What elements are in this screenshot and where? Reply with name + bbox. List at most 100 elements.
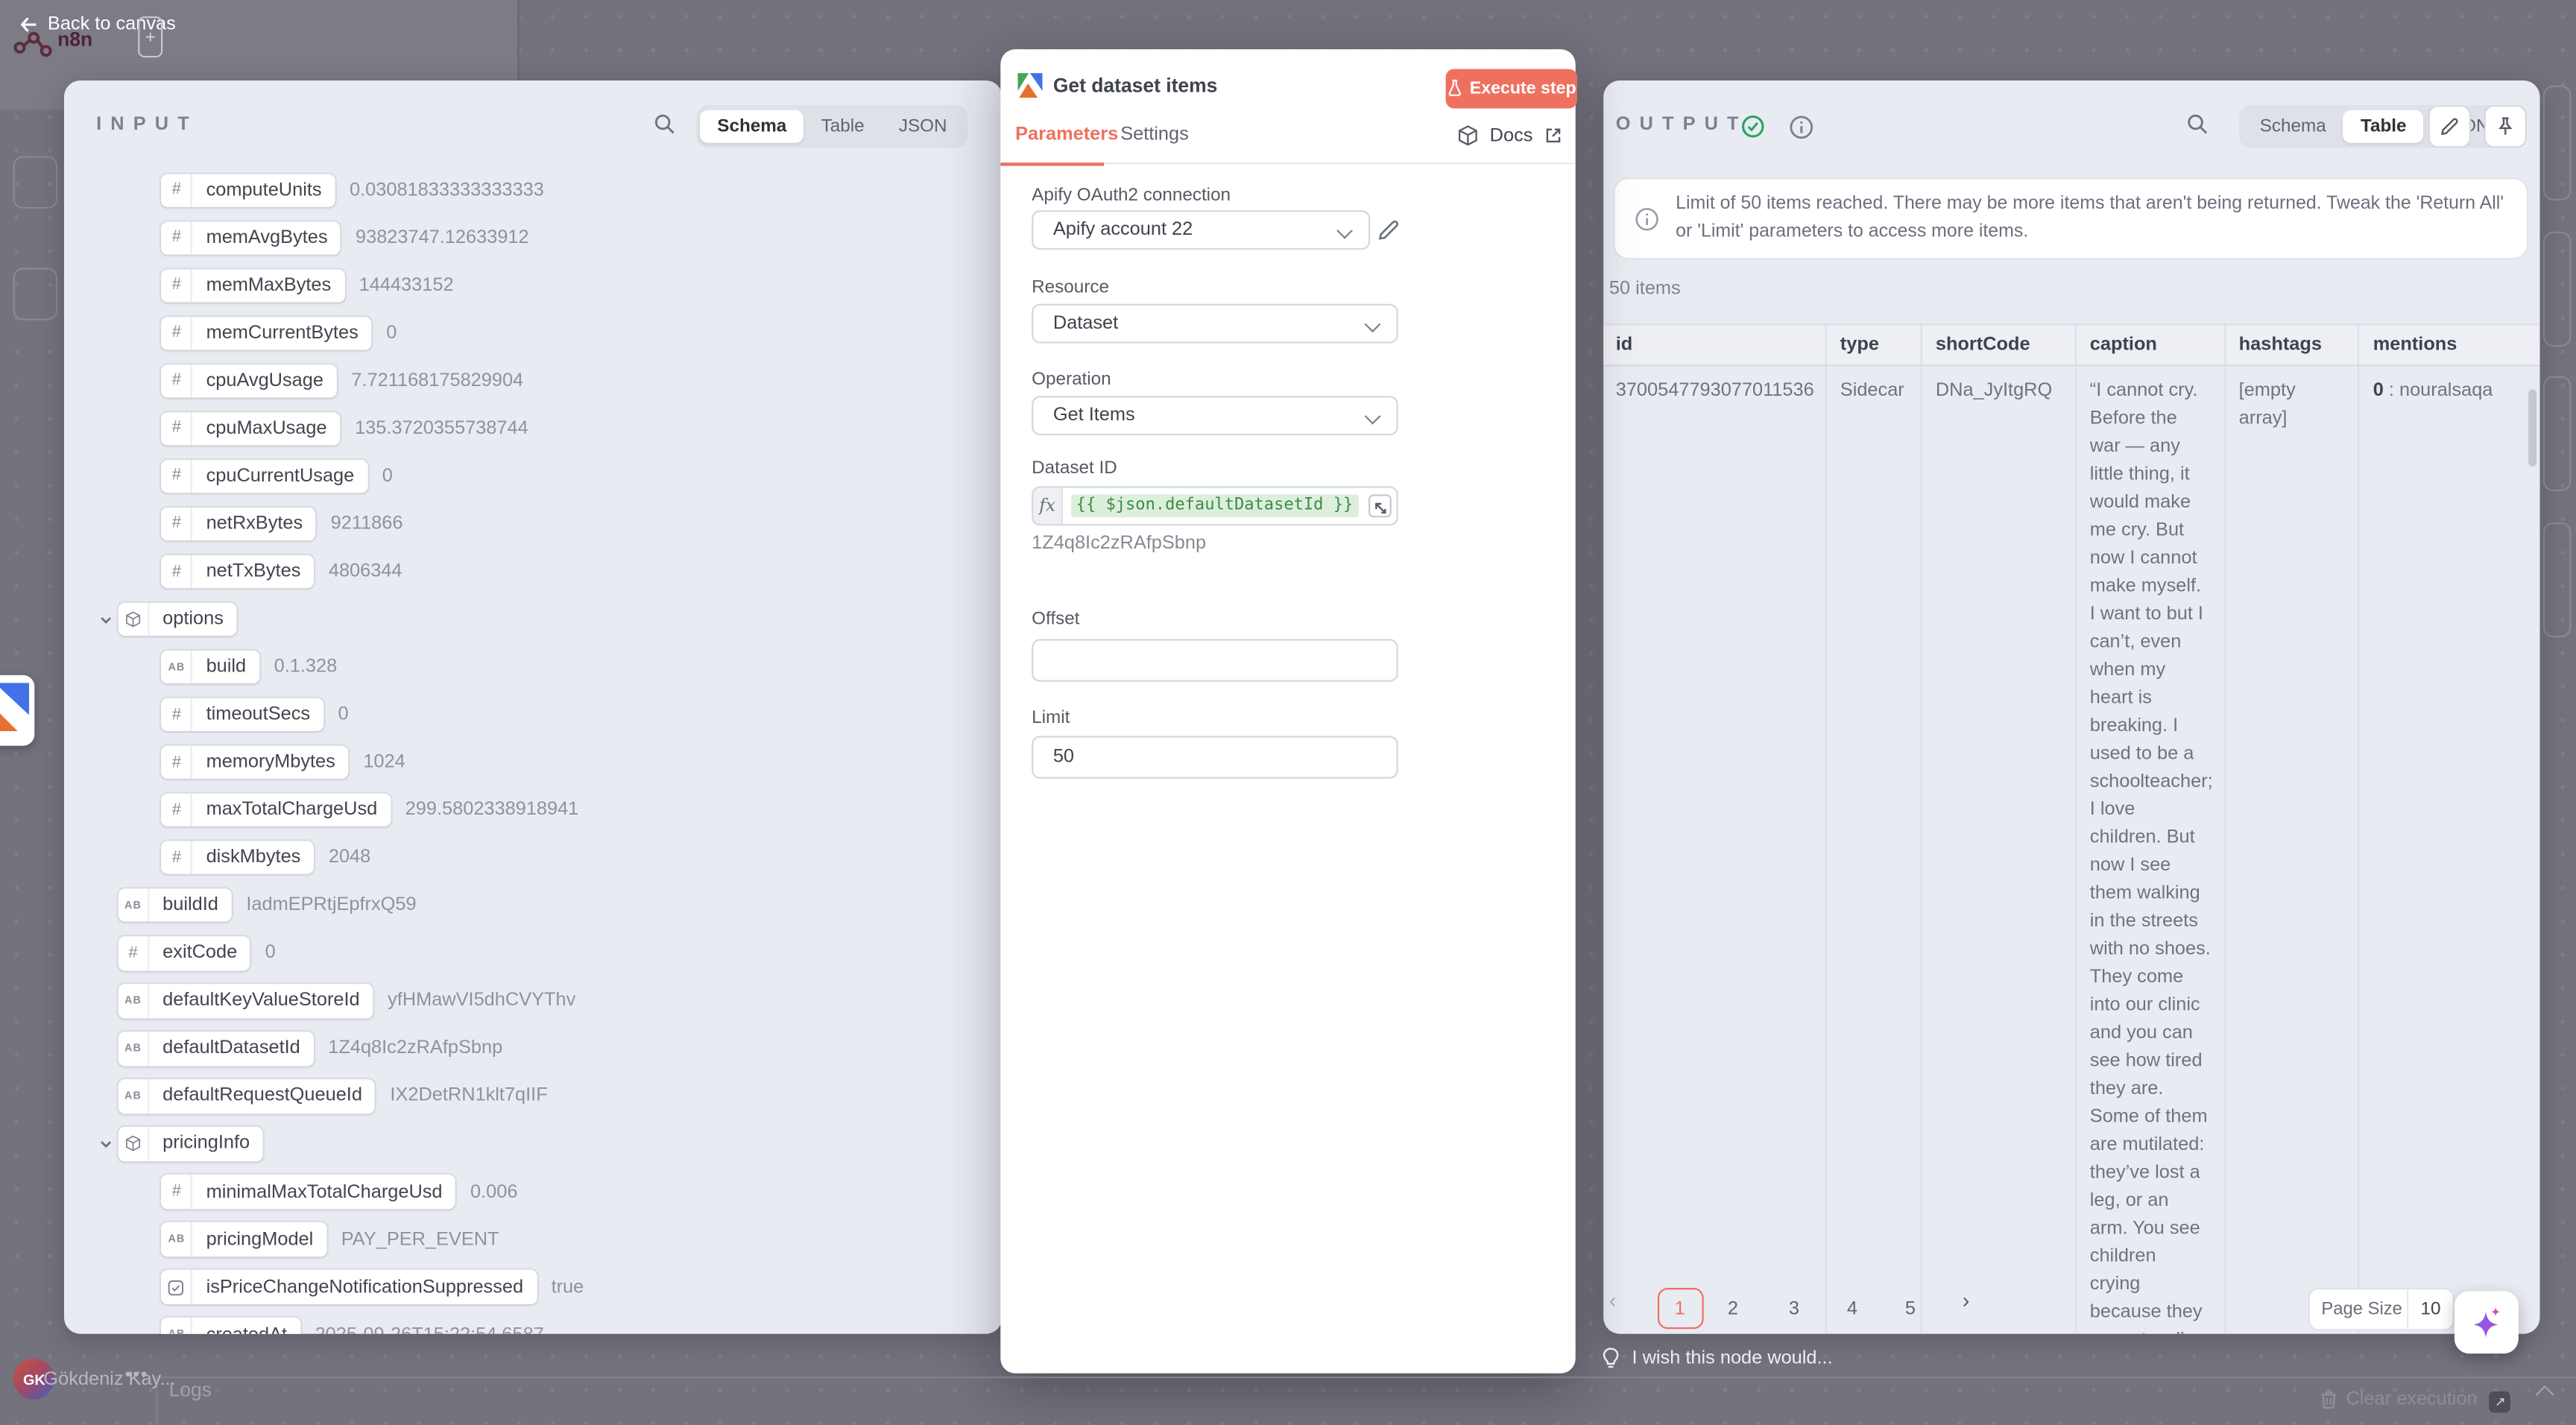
chevron-down-icon [1363, 315, 1380, 332]
operation-select[interactable]: Get Items [1032, 395, 1398, 436]
output-tab-table[interactable]: Table [2343, 110, 2424, 144]
schema-field-pill[interactable]: # computeUnits [162, 173, 335, 207]
string-type-icon: AB [119, 984, 150, 1018]
node-title[interactable]: Get dataset items [1052, 74, 1218, 98]
schema-field-pill[interactable]: AB defaultRequestQueueId [118, 1079, 376, 1113]
output-tab-schema[interactable]: Schema [2259, 116, 2326, 137]
input-panel-title: INPUT [96, 115, 198, 135]
pagination-next[interactable]: › [1962, 1288, 1970, 1313]
clear-execution-button[interactable]: Clear execution [2320, 1390, 2478, 1409]
apify-node-icon [1013, 69, 1047, 102]
schema-field-pill[interactable]: # memCurrentBytes [162, 316, 372, 350]
schema-field-pill[interactable]: AB defaultDatasetId [118, 1031, 314, 1066]
col-header-shortcode[interactable]: shortCode [1922, 323, 2077, 367]
page-button-5[interactable]: 5 [1904, 1298, 1916, 1318]
schema-field-pill[interactable]: # cpuAvgUsage [162, 364, 337, 398]
avatar[interactable]: GK [13, 1358, 55, 1400]
chevron-down-icon[interactable] [98, 1137, 113, 1152]
col-header-type[interactable]: type [1826, 323, 1923, 367]
schema-row-options: options [101, 602, 252, 636]
input-tab-schema[interactable]: Schema [700, 110, 804, 144]
col-header-id[interactable]: id [1603, 323, 1828, 367]
schema-field-pill[interactable]: AB build [162, 650, 259, 684]
open-expression-editor-button[interactable] [1367, 494, 1391, 518]
table-scrollbar[interactable] [2528, 389, 2536, 467]
chevron-down-icon[interactable] [98, 613, 113, 628]
pop-out-button[interactable]: ↗ [2490, 1390, 2511, 1412]
schema-field-pill[interactable]: # memoryMbytes [162, 745, 349, 780]
schema-field-pill[interactable]: # exitCode [118, 936, 250, 970]
output-info-icon[interactable] [1788, 114, 1813, 139]
field-value: 9211866 [330, 514, 403, 534]
field-value: 2048 [328, 847, 371, 868]
schema-field-pill[interactable]: # memAvgBytes [162, 221, 341, 255]
schema-row-memMaxBytes: # memMaxBytes 144433152 [162, 268, 454, 303]
user-menu-button[interactable]: ••• [124, 1365, 149, 1385]
page-button-2[interactable]: 2 [1727, 1298, 1738, 1318]
schema-row-pricingModel: AB pricingModel PAY_PER_EVENT [162, 1222, 499, 1257]
external-link-icon[interactable] [1544, 127, 1562, 145]
schema-field-pill[interactable]: # diskMbytes [162, 841, 315, 875]
col-header-mentions[interactable]: mentions [2358, 323, 2540, 367]
schema-field-pill[interactable]: AB pricingModel [162, 1222, 326, 1257]
docs-link[interactable]: Docs [1489, 125, 1533, 146]
cell-mentions: 0 : nouralsaqa [2358, 365, 2540, 1334]
schema-field-pill[interactable]: pricingInfo [118, 1127, 263, 1161]
field-value: 93823747.12633912 [356, 227, 529, 248]
schema-field-pill[interactable]: # netTxBytes [162, 554, 315, 589]
dataset-id-expression-input[interactable]: fx {{ $json.defaultDatasetId }} [1032, 485, 1398, 526]
tab-parameters[interactable]: Parameters [1015, 124, 1119, 145]
input-search-icon[interactable] [653, 113, 675, 135]
pin-data-button[interactable] [2483, 104, 2526, 148]
pagination-prev[interactable]: ‹ [1609, 1288, 1617, 1313]
schema-field-pill[interactable]: isPriceChangeNotificationSuppressed [162, 1270, 537, 1304]
schema-field-pill[interactable]: # minimalMaxTotalChargeUsd [162, 1175, 456, 1209]
page-size-control[interactable]: Page Size 10 [2308, 1288, 2455, 1332]
schema-field-pill[interactable]: # maxTotalChargeUsd [162, 793, 391, 827]
resource-select[interactable]: Dataset [1032, 303, 1398, 344]
page-button-4[interactable]: 4 [1846, 1298, 1857, 1318]
field-name: buildId [162, 895, 218, 916]
string-type-icon: AB [162, 1318, 193, 1334]
table-row[interactable]: 3700547793077011536 Sidecar DNa_JyItgRQ … [1603, 365, 2540, 1334]
page-button-1[interactable]: 1 [1656, 1288, 1703, 1330]
ai-assistant-button[interactable] [2454, 1290, 2519, 1353]
schema-row-buildId: AB buildId IadmEPRtjEpfrxQ59 [118, 888, 417, 923]
edit-credential-icon[interactable] [1377, 218, 1400, 241]
output-panel-title: OUTPUT [1615, 115, 1748, 135]
schema-row-cpuCurrentUsage: # cpuCurrentUsage 0 [162, 459, 393, 493]
col-header-hashtags[interactable]: hashtags [2224, 323, 2361, 367]
schema-field-pill[interactable]: AB defaultKeyValueStoreId [118, 984, 373, 1018]
dimmed-canvas-control [2542, 231, 2571, 347]
input-tab-table[interactable]: Table [821, 116, 865, 137]
apify-node-edge-icon[interactable] [0, 674, 34, 745]
output-search-icon[interactable] [2186, 113, 2208, 135]
dimmed-canvas-control [2542, 85, 2571, 200]
col-header-caption[interactable]: caption [2076, 323, 2226, 367]
schema-field-pill[interactable]: AB buildId [118, 888, 232, 923]
schema-field-pill[interactable]: # memMaxBytes [162, 268, 344, 303]
expression-text: {{ $json.defaultDatasetId }} [1071, 493, 1358, 517]
limit-input[interactable]: 50 [1032, 736, 1398, 780]
schema-row-defaultDatasetId: AB defaultDatasetId 1Z4q8Ic2zRAfpSbnp [118, 1031, 502, 1066]
schema-field-pill[interactable]: options [118, 602, 237, 636]
field-name: build [206, 657, 247, 677]
execute-step-button[interactable]: Execute step [1445, 69, 1577, 108]
connection-select[interactable]: Apify account 22 [1032, 209, 1371, 250]
page-button-3[interactable]: 3 [1788, 1298, 1799, 1318]
schema-field-pill[interactable]: ABcreatedAt [162, 1318, 300, 1334]
tab-settings[interactable]: Settings [1120, 124, 1189, 145]
schema-field-pill[interactable]: # timeoutSecs [162, 698, 323, 732]
wish-input[interactable]: I wish this node would... [1603, 1347, 1833, 1370]
offset-input[interactable] [1032, 638, 1398, 682]
schema-field-pill[interactable]: # cpuCurrentUsage [162, 459, 367, 493]
input-tab-json[interactable]: JSON [898, 116, 947, 137]
boolean-type-icon [162, 1270, 193, 1304]
page-size-value[interactable]: 10 [2407, 1289, 2453, 1330]
schema-field-pill[interactable]: # netRxBytes [162, 507, 316, 541]
logs-tab[interactable]: Logs [168, 1378, 212, 1402]
edit-output-button[interactable] [2427, 104, 2470, 148]
add-node-button[interactable]: + [138, 16, 163, 59]
limit-label: Limit [1032, 707, 1070, 728]
schema-field-pill[interactable]: # cpuMaxUsage [162, 411, 341, 446]
